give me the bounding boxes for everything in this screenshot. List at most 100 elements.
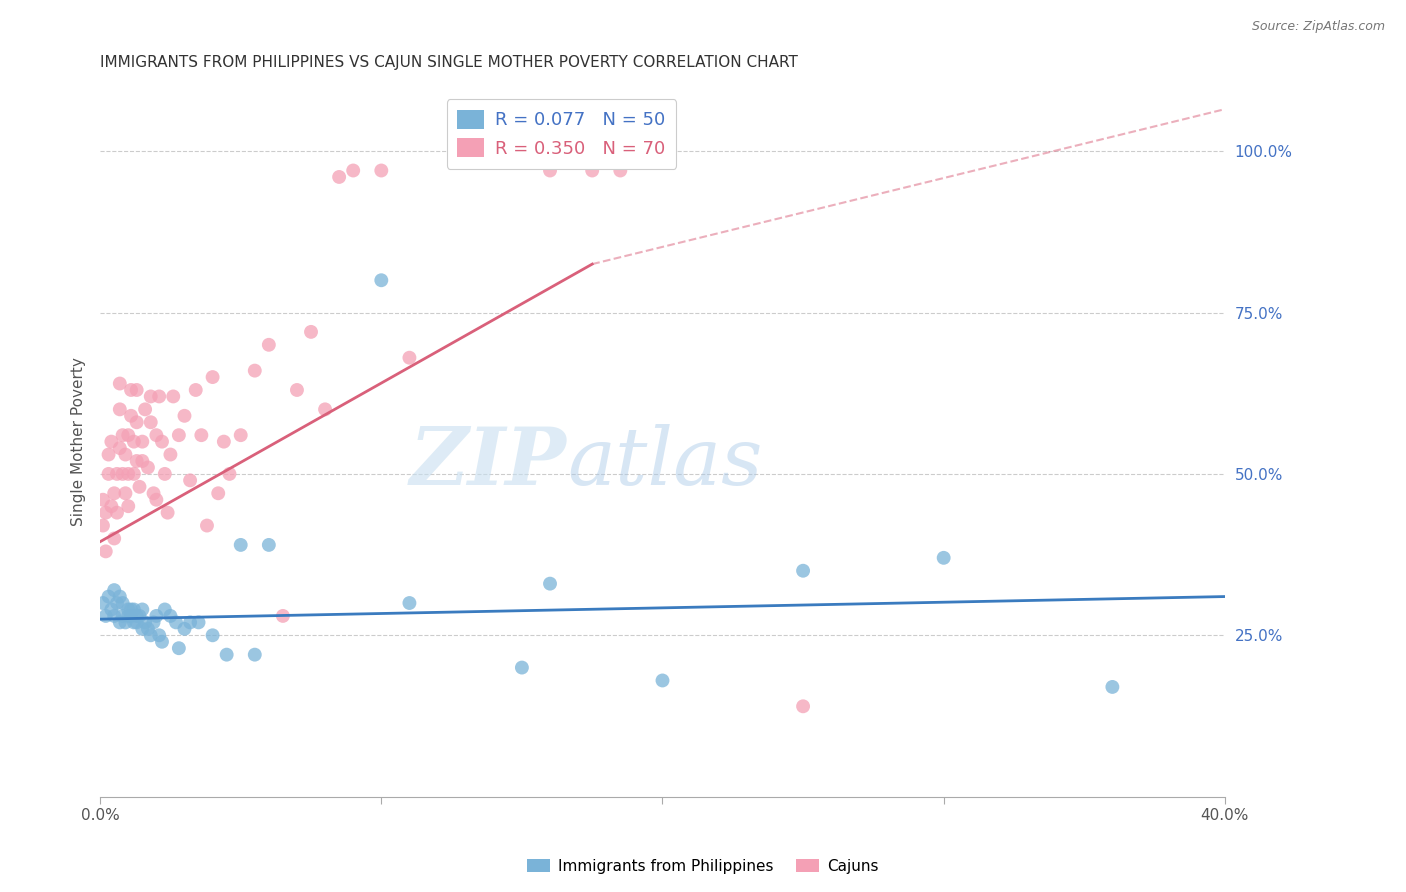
Point (538, 163, 561, 178)
Point (111, 608, 134, 623)
Point (792, 564, 814, 578)
Point (150, 634, 173, 648)
Point (117, 499, 139, 513)
Point (398, 351, 420, 365)
Point (131, 602, 153, 616)
Point (229, 428, 252, 442)
Point (125, 454, 148, 468)
Point (103, 583, 125, 598)
Point (94, 608, 117, 623)
Point (122, 467, 145, 481)
Point (243, 648, 266, 662)
Point (179, 474, 201, 488)
Point (179, 615, 201, 630)
Point (108, 376, 131, 391)
Point (111, 467, 134, 481)
Point (398, 596, 420, 610)
Point (342, 163, 364, 178)
Point (117, 608, 139, 623)
Point (184, 383, 207, 397)
Point (328, 169, 350, 184)
Point (229, 538, 252, 552)
Point (173, 409, 195, 423)
Point (159, 448, 181, 462)
Point (111, 428, 134, 442)
Legend: Immigrants from Philippines, Cajuns: Immigrants from Philippines, Cajuns (522, 853, 884, 880)
Point (257, 538, 280, 552)
Point (117, 602, 139, 616)
Point (94, 506, 117, 520)
Point (148, 628, 170, 642)
Point (187, 615, 209, 630)
Point (114, 615, 136, 630)
Point (97, 467, 120, 481)
Point (271, 608, 294, 623)
Point (108, 615, 131, 630)
Point (134, 402, 156, 417)
Point (257, 338, 280, 352)
Point (131, 454, 153, 468)
Point (117, 467, 139, 481)
Point (100, 602, 122, 616)
Point (142, 615, 165, 630)
Point (370, 163, 392, 178)
Point (122, 615, 145, 630)
Point (103, 608, 125, 623)
Point (314, 402, 336, 417)
Point (153, 467, 176, 481)
Point (167, 428, 190, 442)
Point (114, 448, 136, 462)
Point (218, 467, 240, 481)
Point (100, 499, 122, 513)
Point (94, 544, 117, 558)
Point (134, 615, 156, 630)
Point (145, 608, 167, 623)
Text: atlas: atlas (567, 425, 762, 501)
Point (120, 602, 142, 616)
Point (91, 518, 114, 533)
Point (215, 648, 238, 662)
Point (195, 518, 218, 533)
Text: IMMIGRANTS FROM PHILIPPINES VS CAJUN SINGLE MOTHER POVERTY CORRELATION CHART: IMMIGRANTS FROM PHILIPPINES VS CAJUN SIN… (100, 55, 799, 70)
Point (651, 673, 673, 688)
Point (120, 409, 142, 423)
Point (207, 486, 229, 500)
Point (122, 602, 145, 616)
Point (581, 163, 603, 178)
Point (299, 325, 322, 339)
Point (125, 383, 148, 397)
Point (792, 699, 814, 714)
Point (145, 428, 167, 442)
Point (131, 622, 153, 636)
Point (108, 402, 131, 417)
Point (117, 428, 139, 442)
Point (173, 622, 195, 636)
Point (125, 415, 148, 429)
Point (120, 383, 142, 397)
Point (136, 460, 159, 475)
Point (201, 370, 224, 384)
Point (162, 389, 184, 403)
Point (120, 608, 142, 623)
Point (150, 434, 173, 449)
Point (139, 628, 162, 642)
Point (201, 628, 224, 642)
Point (125, 608, 148, 623)
Point (165, 615, 187, 630)
Point (103, 532, 125, 546)
Point (142, 486, 165, 500)
Point (932, 550, 955, 565)
Point (105, 596, 128, 610)
Y-axis label: Single Mother Poverty: Single Mother Poverty (72, 357, 86, 526)
Point (156, 506, 179, 520)
Point (91, 492, 114, 507)
Point (100, 434, 122, 449)
Point (114, 486, 136, 500)
Point (125, 615, 148, 630)
Point (139, 389, 162, 403)
Point (1101, 680, 1123, 694)
Point (285, 383, 308, 397)
Point (91, 596, 114, 610)
Text: Source: ZipAtlas.com: Source: ZipAtlas.com (1251, 20, 1385, 33)
Point (148, 389, 170, 403)
